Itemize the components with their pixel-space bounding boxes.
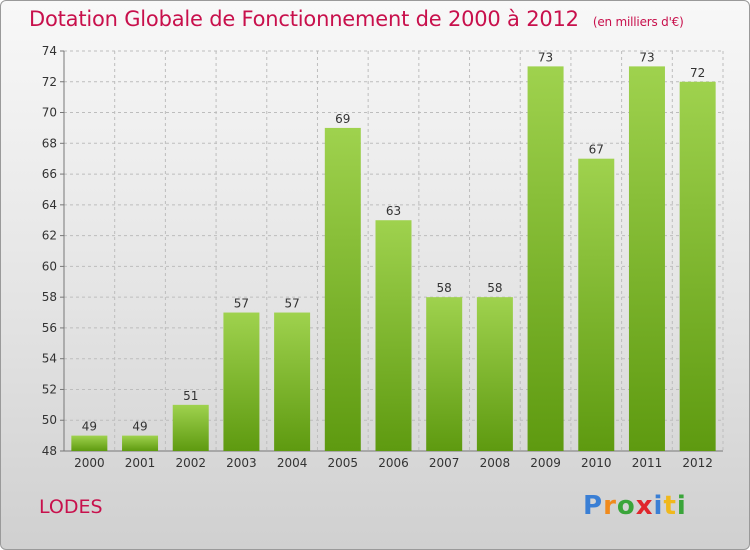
proxiti-logo[interactable]: Proxiti <box>583 491 687 521</box>
y-tick-label: 48 <box>42 444 57 458</box>
x-tick-label: 2002 <box>175 456 206 470</box>
x-tick-label: 2012 <box>682 456 713 470</box>
bar <box>426 297 463 451</box>
logo-letter: i <box>653 491 664 521</box>
bar <box>71 435 108 451</box>
bar <box>172 404 209 451</box>
y-tick-label: 74 <box>42 44 57 58</box>
data-label: 58 <box>437 281 452 295</box>
data-label: 49 <box>82 420 97 434</box>
y-tick-label: 54 <box>42 352 57 366</box>
y-tick-label: 66 <box>42 167 57 181</box>
bar <box>679 81 716 452</box>
bars <box>71 66 716 452</box>
x-tick-label: 2003 <box>226 456 257 470</box>
axes: 48 50 52 54 56 58 60 62 64 66 68 70 72 74 2000 2001 2002… <box>42 44 723 470</box>
y-tick-label: 56 <box>42 321 57 335</box>
y-tick-label: 62 <box>42 229 57 243</box>
bar <box>274 312 311 451</box>
y-tick-label: 58 <box>42 290 57 304</box>
bar <box>223 312 260 451</box>
data-label: 73 <box>639 50 654 64</box>
y-tick-label: 70 <box>42 106 57 120</box>
data-label: 57 <box>284 297 299 311</box>
x-tick-label: 2011 <box>632 456 663 470</box>
bar <box>122 435 159 451</box>
y-tick-label: 64 <box>42 198 57 212</box>
logo-letter: x <box>635 491 654 521</box>
logo-letter: i <box>676 491 687 521</box>
y-tick-label: 68 <box>42 136 57 150</box>
data-labels: 49 49 51 57 57 69 63 58 58 73 67 73 72 <box>82 50 706 433</box>
x-tick-label: 2005 <box>328 456 359 470</box>
x-tick-label: 2008 <box>480 456 511 470</box>
logo-letter: r <box>603 491 617 521</box>
bar <box>578 158 615 451</box>
data-label: 58 <box>487 281 502 295</box>
x-tick-label: 2010 <box>581 456 612 470</box>
logo-letter: o <box>616 491 636 521</box>
y-tick-label: 50 <box>42 413 57 427</box>
x-tick-label: 2001 <box>125 456 156 470</box>
bar <box>375 220 412 451</box>
data-label: 67 <box>589 143 604 157</box>
bar <box>527 66 564 451</box>
commune-name: LODES <box>39 496 103 518</box>
data-label: 69 <box>335 112 350 126</box>
data-label: 63 <box>386 204 401 218</box>
logo-letter: t <box>663 491 677 521</box>
chart-title-text: Dotation Globale de Fonctionnement de 20… <box>29 7 579 31</box>
data-label: 51 <box>183 389 198 403</box>
chart-title: Dotation Globale de Fonctionnement de 20… <box>29 7 684 31</box>
y-tick-label: 52 <box>42 382 57 396</box>
x-tick-label: 2004 <box>277 456 308 470</box>
x-tick-label: 2009 <box>530 456 561 470</box>
data-label: 73 <box>538 50 553 64</box>
data-label: 57 <box>234 297 249 311</box>
bar <box>476 297 513 451</box>
bar <box>324 127 361 451</box>
unit-label: (en milliers d'€) <box>592 15 684 29</box>
x-tick-label: 2006 <box>378 456 409 470</box>
y-tick-label: 72 <box>42 75 57 89</box>
logo-letter: P <box>583 491 604 521</box>
data-label: 49 <box>132 420 147 434</box>
x-tick-label: 2000 <box>74 456 105 470</box>
y-tick-label: 60 <box>42 259 57 273</box>
data-label: 72 <box>690 66 705 80</box>
x-tick-label: 2007 <box>429 456 460 470</box>
bar <box>628 66 665 451</box>
